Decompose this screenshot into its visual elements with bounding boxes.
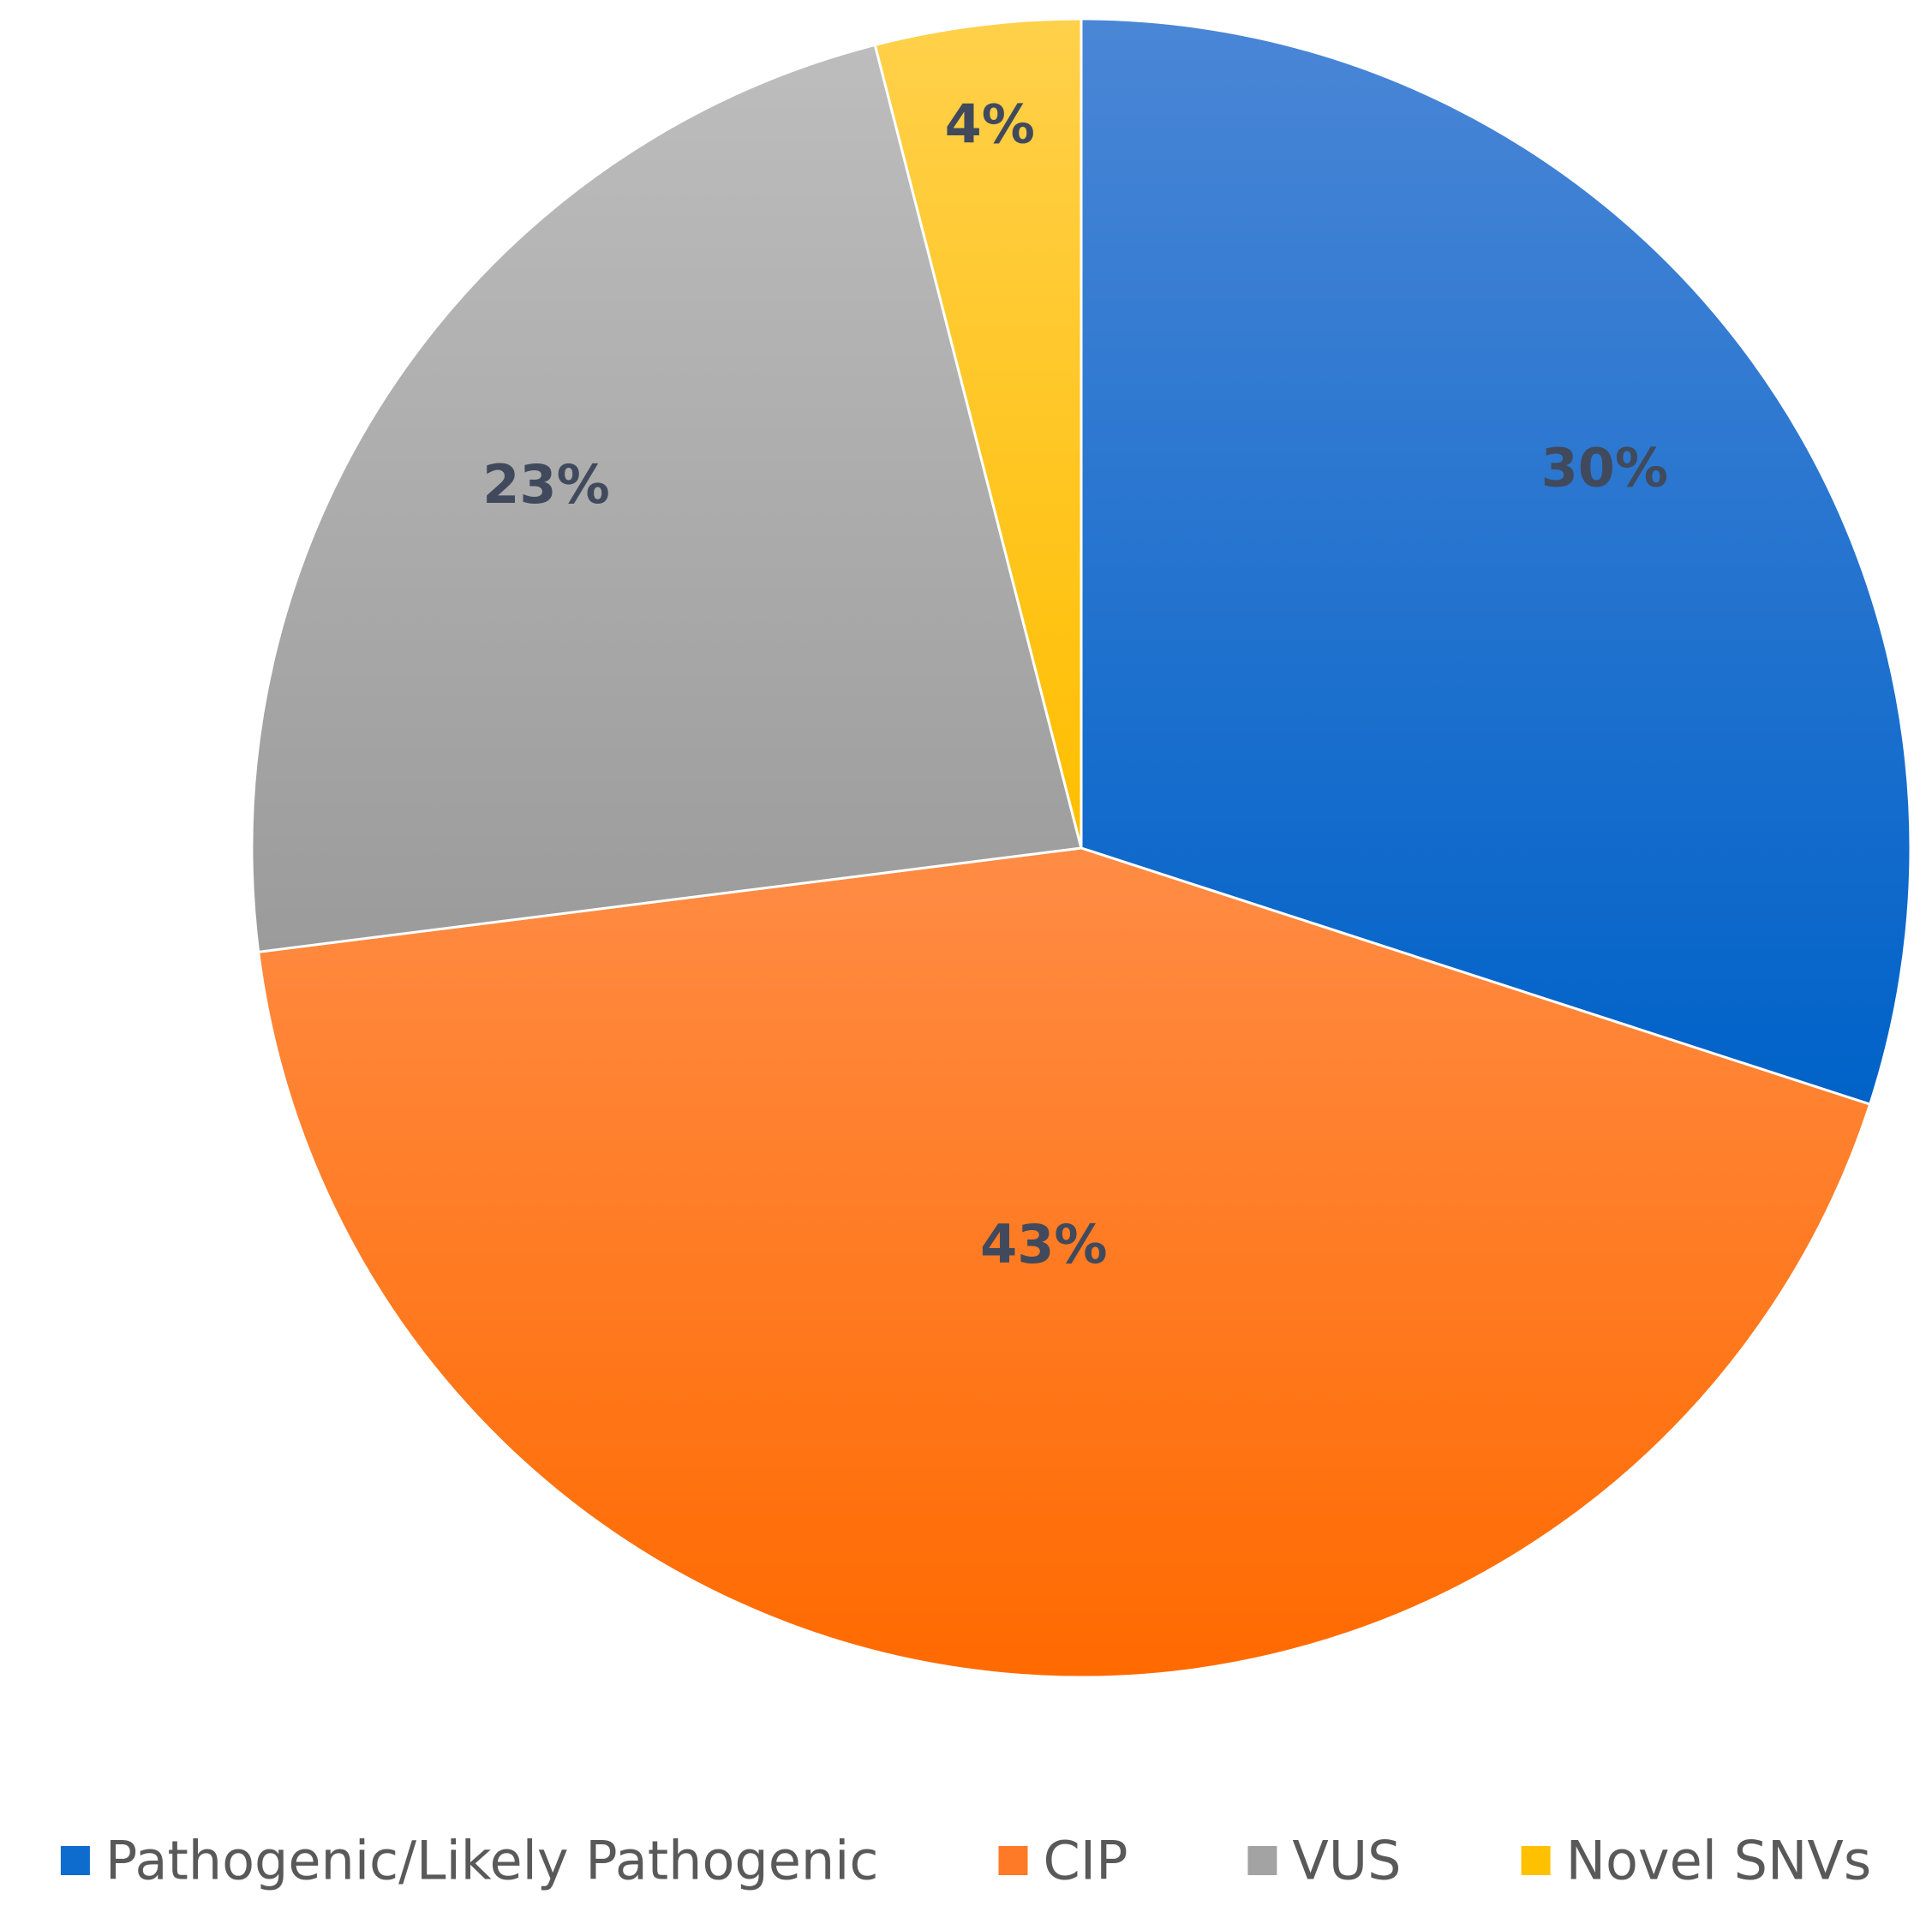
legend-item: Pathogenic/Likely Pathogenic [60, 1830, 879, 1892]
data-label-cip: 43% [980, 1213, 1107, 1276]
legend-item: VUS [1247, 1830, 1402, 1892]
legend-marker [1247, 1846, 1277, 1875]
pie-data-labels: 30% 43% 23% 4% [482, 93, 1668, 1276]
legend: Pathogenic/Likely Pathogenic CIP VUS Novel … [60, 1830, 1872, 1892]
pie-slices [250, 17, 1912, 1679]
pie-slice-cip [256, 846, 1872, 1679]
pie-slice-vus [250, 43, 1083, 953]
data-label-vus: 23% [482, 453, 609, 516]
legend-marker [1521, 1846, 1551, 1875]
pie-slice-novel-snvs [873, 17, 1083, 849]
legend-label: VUS [1292, 1830, 1401, 1892]
legend-label: CIP [1044, 1830, 1128, 1892]
data-label-novel-snvs: 4% [945, 93, 1035, 155]
legend-label: Pathogenic/Likely Pathogenic [105, 1830, 879, 1892]
legend-marker [998, 1846, 1028, 1875]
pie-slice-pathogenic-likely-pathogenic [1080, 17, 1912, 1107]
legend-item: CIP [998, 1830, 1128, 1892]
data-label-pathogenic-likely-pathogenic: 30% [1541, 437, 1668, 499]
legend-item: Novel SNVs [1521, 1830, 1872, 1892]
legend-label: Novel SNVs [1566, 1830, 1872, 1892]
legend-marker [60, 1846, 90, 1875]
